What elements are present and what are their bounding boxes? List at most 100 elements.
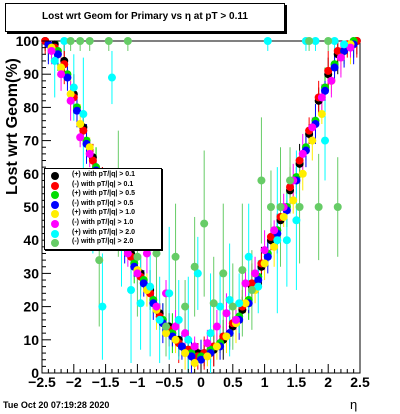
data-point [76,37,85,45]
legend-label: (+) with pT/|q| > 0.1 [72,171,136,178]
data-point [324,37,333,45]
data-point [266,203,275,211]
data-point [324,66,333,75]
data-point [133,252,142,261]
chart-title: Lost wrt Geom for Primary vs η at pT > 0… [42,11,248,22]
data-point [200,219,209,228]
data-point [321,86,330,95]
legend-marker [51,229,59,238]
data-point [254,282,263,291]
data-point [254,276,263,285]
data-point [66,90,75,99]
data-point [171,335,180,344]
data-point [152,302,161,311]
legend-label: (-) with pT/|q| > 0.5 [72,199,134,207]
data-point [155,315,164,324]
legend-entry: (-) with pT/|q| > 1.0 [45,219,161,229]
legend-entry: (+) with pT/|q| > 0.5 [45,190,161,200]
data-point [66,96,75,105]
data-point [317,93,326,102]
y-tick-label: 90 [23,66,39,82]
data-point [298,149,307,158]
data-point [314,203,323,211]
data-point [308,136,317,145]
data-point [266,232,275,241]
legend-marker [51,220,59,228]
y-tick-label: 60 [23,166,39,182]
data-point [273,236,282,245]
data-point [247,286,256,294]
data-point [295,156,304,165]
data-point [53,50,62,59]
data-point [181,302,190,311]
data-point [209,299,218,308]
data-point [305,37,314,45]
data-point [286,176,295,185]
data-point [197,355,205,364]
data-point [57,63,66,72]
data-point [333,203,342,211]
data-point [181,329,190,338]
data-point [177,342,186,351]
data-point [257,176,266,185]
data-point [142,249,151,258]
y-tick-label: 10 [23,332,39,348]
data-point [123,37,132,45]
data-point [146,282,155,291]
data-point [279,212,288,221]
data-point [222,332,231,341]
data-point [340,40,349,49]
data-point [69,83,78,92]
data-point [85,37,94,45]
legend-entry: (-) with pT/|q| > 0.1 [45,181,161,191]
data-point [123,249,132,258]
data-point [289,196,298,205]
data-point [190,342,199,351]
x-tick-label: 1 [261,374,269,390]
x-tick-label: −1.5 [92,374,120,390]
legend-marker [51,191,59,200]
data-point [330,63,339,72]
data-point [203,352,212,361]
data-point [76,120,85,128]
x-tick-label: −0.5 [155,374,183,390]
legend-label: (+) with pT/|q| > 0.5 [72,190,136,198]
x-axis-label: η [350,397,358,412]
axes: 0 10 20 30 40 50 60 70 80 90 100 −2.5 −2 −1.5 −1 −0.5 0 0… [16,33,370,390]
data-point [225,295,234,304]
data-point [308,123,317,132]
data-point [298,169,307,178]
data-point [219,269,228,278]
legend-label: (+) with pT/|q| > 1.0 [72,209,136,217]
data-point [244,252,253,261]
legend-marker [51,210,59,219]
data-point [336,53,345,62]
data-point [212,342,221,351]
data-point [311,37,320,45]
data-point [79,110,88,119]
legend-label: (-) with pT/|q| > 0.1 [72,180,134,188]
legend-entry: (+) with pT/|q| > 0.1 [45,171,161,181]
data-point [282,236,291,245]
data-point [57,70,66,79]
data-point [231,315,240,324]
data-point [66,37,75,45]
data-point [260,246,269,255]
data-point [203,339,212,348]
title-box: Lost wrt Geom for Primary vs η at pT > 0… [5,3,285,32]
data-point [98,302,107,311]
legend-label: (+) with pT/|q| > 2.0 [72,228,136,236]
data-point [295,203,304,211]
data-point [162,322,171,331]
y-tick-label: 100 [16,33,40,49]
data-point [286,183,295,192]
y-tick-label: 0 [31,365,39,381]
data-point [136,299,145,308]
data-point [276,203,285,211]
data-point [133,269,142,278]
y-tick-label: 30 [23,265,39,281]
data-point [263,37,272,45]
data-point [174,315,183,324]
data-point [85,149,94,158]
legend-marker [51,172,59,180]
